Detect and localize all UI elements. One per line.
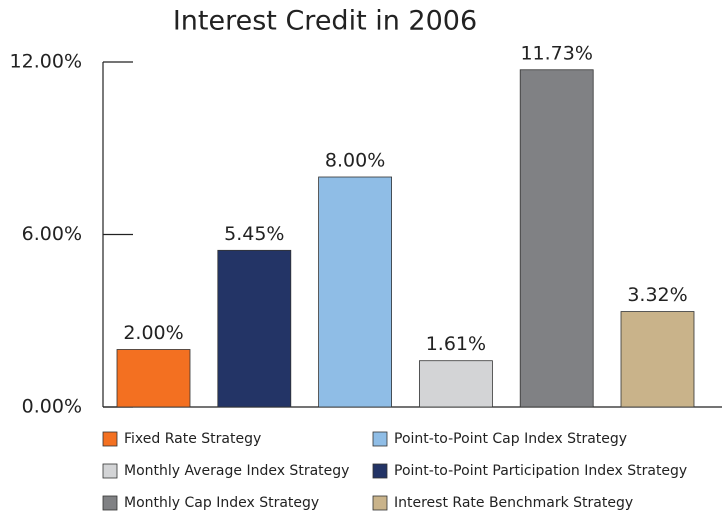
- legend-label: Interest Rate Benchmark Strategy: [394, 495, 633, 511]
- data-label: 5.45%: [224, 223, 284, 245]
- bar: [519, 69, 594, 408]
- legend-label: Monthly Average Index Strategy: [124, 463, 349, 479]
- y-tick-label: 6.00%: [22, 223, 82, 245]
- data-label: 8.00%: [325, 150, 385, 172]
- legend-swatch: [102, 463, 118, 479]
- legend-label: Monthly Cap Index Strategy: [124, 495, 319, 511]
- bar: [318, 176, 393, 408]
- legend-label: Point-to-Point Cap Index Strategy: [394, 431, 627, 447]
- legend-swatch: [372, 495, 388, 511]
- bar: [620, 311, 695, 408]
- legend-swatch: [372, 463, 388, 479]
- data-label: 2.00%: [123, 322, 183, 344]
- data-label: 3.32%: [627, 284, 687, 306]
- legend-swatch: [372, 431, 388, 447]
- bar: [217, 249, 292, 408]
- y-tick-label: 12.00%: [10, 51, 82, 73]
- chart-title: Interest Credit in 2006: [173, 6, 477, 37]
- legend-label: Fixed Rate Strategy: [124, 431, 261, 447]
- bar: [418, 360, 493, 408]
- data-label: 11.73%: [520, 42, 592, 64]
- legend-swatch: [102, 495, 118, 511]
- legend-swatch: [102, 431, 118, 447]
- bar: [116, 349, 191, 408]
- y-tick-label: 0.00%: [22, 396, 82, 418]
- legend-label: Point-to-Point Participation Index Strat…: [394, 463, 687, 479]
- data-label: 1.61%: [426, 333, 486, 355]
